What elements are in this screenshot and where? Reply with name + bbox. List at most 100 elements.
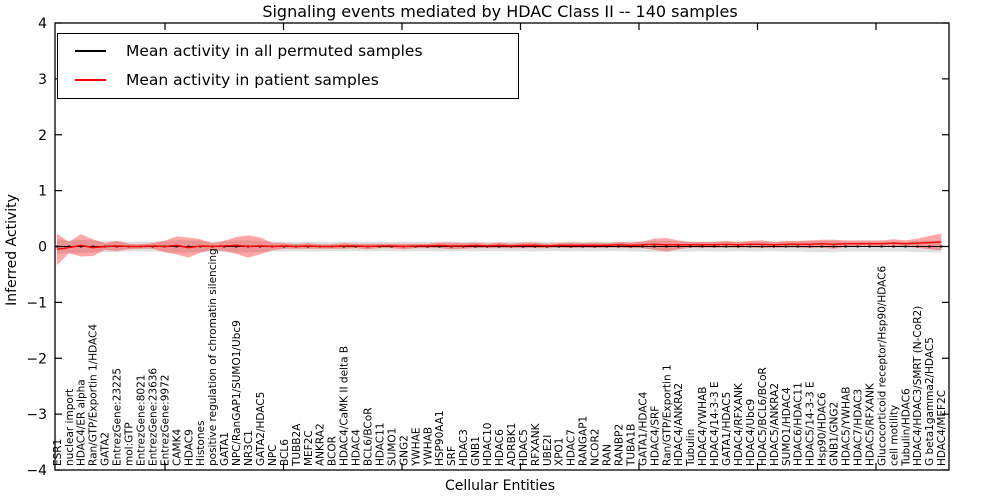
x-category-label: HDAC5/YWHAB — [841, 387, 853, 466]
data-point-marker — [629, 245, 632, 248]
x-category-label: HDAC4/ANKRA2 — [673, 383, 685, 466]
x-category-label: HDAC4 — [351, 429, 363, 466]
x-category-label: HDAC4/Ubc9 — [745, 399, 757, 466]
x-category-label: HDAC6 — [494, 429, 506, 466]
y-tick-label: 3 — [38, 72, 47, 88]
x-category-label: HDAC4/SRF — [649, 406, 661, 466]
y-tick-label: −1 — [26, 295, 47, 311]
x-category-label: TUBB2A — [291, 423, 303, 467]
data-point-marker — [617, 245, 620, 248]
x-category-label: mol:GTP — [124, 422, 136, 466]
x-category-label: RAN — [602, 444, 614, 466]
x-category-label: EntrezGene:23636 — [147, 368, 159, 466]
data-point-marker — [868, 245, 871, 248]
legend-entry-permuted: Mean activity in all permuted samples — [58, 40, 518, 62]
x-category-label: nuclear import — [64, 389, 76, 466]
x-category-label: HDAC5/14-3-3 E — [805, 381, 817, 466]
x-category-label: SRF — [446, 446, 458, 466]
x-category-label: HDAC4/CaMK II delta B — [339, 346, 351, 466]
x-category-label: G beta1gamma2/HDAC5 — [924, 337, 936, 466]
x-category-label: RFXANK — [530, 422, 542, 466]
y-tick-label: −2 — [26, 351, 47, 367]
x-category-label: UBE2I — [542, 435, 554, 466]
y-tick-label: −3 — [26, 407, 47, 423]
data-point-marker — [557, 245, 560, 248]
x-category-label: GATA1 — [219, 432, 231, 466]
x-category-label: YWHAE — [410, 427, 422, 467]
data-point-marker — [749, 245, 752, 248]
x-category-label: RANGAP1 — [578, 416, 590, 466]
x-category-label: HDAC10 — [482, 423, 494, 467]
x-category-label: SUMO1 — [386, 428, 398, 466]
x-category-label: BCL6 — [279, 439, 291, 466]
data-point-marker — [67, 245, 70, 248]
x-category-label: MEF2C — [303, 430, 315, 466]
data-point-marker — [832, 245, 835, 248]
x-category-label: NPC — [267, 444, 279, 466]
x-category-label: Tubulin/HDAC6 — [900, 388, 912, 467]
x-category-label: Tubulin — [685, 429, 697, 467]
x-category-label: HDAC7 — [566, 429, 578, 466]
x-category-label: EntrezGene:23225 — [112, 368, 124, 466]
x-category-label: Glucocorticoid receptor/Hsp90/HDAC6 — [876, 266, 888, 466]
data-point-marker — [761, 245, 764, 248]
x-category-label: HDAC4/YWHAB — [697, 387, 709, 466]
x-category-label: Histones — [195, 421, 207, 466]
data-point-marker — [605, 245, 608, 248]
x-category-label: HDAC4/RFXANK — [733, 382, 745, 466]
x-category-label: HDAC3 — [458, 429, 470, 466]
x-category-label: BCOR — [327, 436, 339, 466]
x-category-label: HDAC5/BCL6/BCoR — [757, 367, 769, 466]
data-point-marker — [940, 245, 943, 248]
data-point-marker — [593, 245, 596, 248]
x-axis-label: Cellular Entities — [444, 478, 556, 494]
x-category-label: Ran/GTP/Exportin 1/HDAC4 — [88, 324, 100, 466]
data-point-marker — [79, 245, 82, 248]
x-category-label: HSP90AA1 — [434, 410, 446, 466]
x-category-label: Hsp90/HDAC6 — [817, 392, 829, 466]
data-point-marker — [665, 245, 668, 248]
data-point-marker — [522, 245, 525, 248]
x-category-label: TUBA1B — [625, 424, 637, 467]
x-category-label: ANKRA2 — [315, 423, 327, 466]
data-point-marker — [820, 245, 823, 248]
data-point-marker — [91, 245, 94, 248]
patient-band — [57, 233, 942, 265]
data-point-marker — [796, 245, 799, 248]
y-tick-label: −4 — [26, 463, 47, 479]
legend: Mean activity in all permuted samples Me… — [57, 33, 519, 99]
data-point-marker — [928, 245, 931, 248]
data-point-marker — [641, 245, 644, 248]
data-point-marker — [474, 245, 477, 248]
x-category-label: HDAC5 — [518, 429, 530, 466]
x-category-label: NPC/RanGAP1/SUMO1/Ubc9 — [231, 320, 243, 466]
x-category-label: BCL6/BCoR — [363, 408, 375, 467]
data-point-marker — [892, 245, 895, 248]
x-category-label: NR3C1 — [243, 430, 255, 466]
x-category-label: positive regulation of chromatin silenci… — [207, 248, 219, 466]
x-category-label: GNB1 — [470, 436, 482, 466]
data-point-marker — [725, 245, 728, 248]
data-point-marker — [581, 245, 584, 248]
data-point-marker — [187, 245, 190, 248]
data-point-marker — [808, 245, 811, 248]
x-category-label: ADRBK1 — [506, 423, 518, 466]
data-point-marker — [569, 245, 572, 248]
data-point-marker — [653, 245, 656, 248]
y-axis-label: Inferred Activity — [4, 194, 20, 306]
y-tick-label: 2 — [38, 128, 47, 144]
data-point-marker — [498, 245, 501, 248]
data-point-marker — [844, 245, 847, 248]
patient-line-swatch — [75, 79, 106, 81]
x-category-label: HDAC7/HDAC3 — [852, 389, 864, 466]
data-point-marker — [773, 245, 775, 248]
legend-label-patient: Mean activity in patient samples — [126, 71, 379, 89]
x-category-label: XPO1 — [554, 438, 566, 466]
data-point-marker — [856, 245, 859, 248]
data-point-marker — [534, 245, 536, 248]
x-category-label: HDAC4/HDAC3/SMRT (N-CoR2) — [912, 306, 924, 466]
x-category-label: HDAC4/ER alpha — [76, 379, 88, 466]
x-category-label: ESR1 — [52, 439, 64, 466]
